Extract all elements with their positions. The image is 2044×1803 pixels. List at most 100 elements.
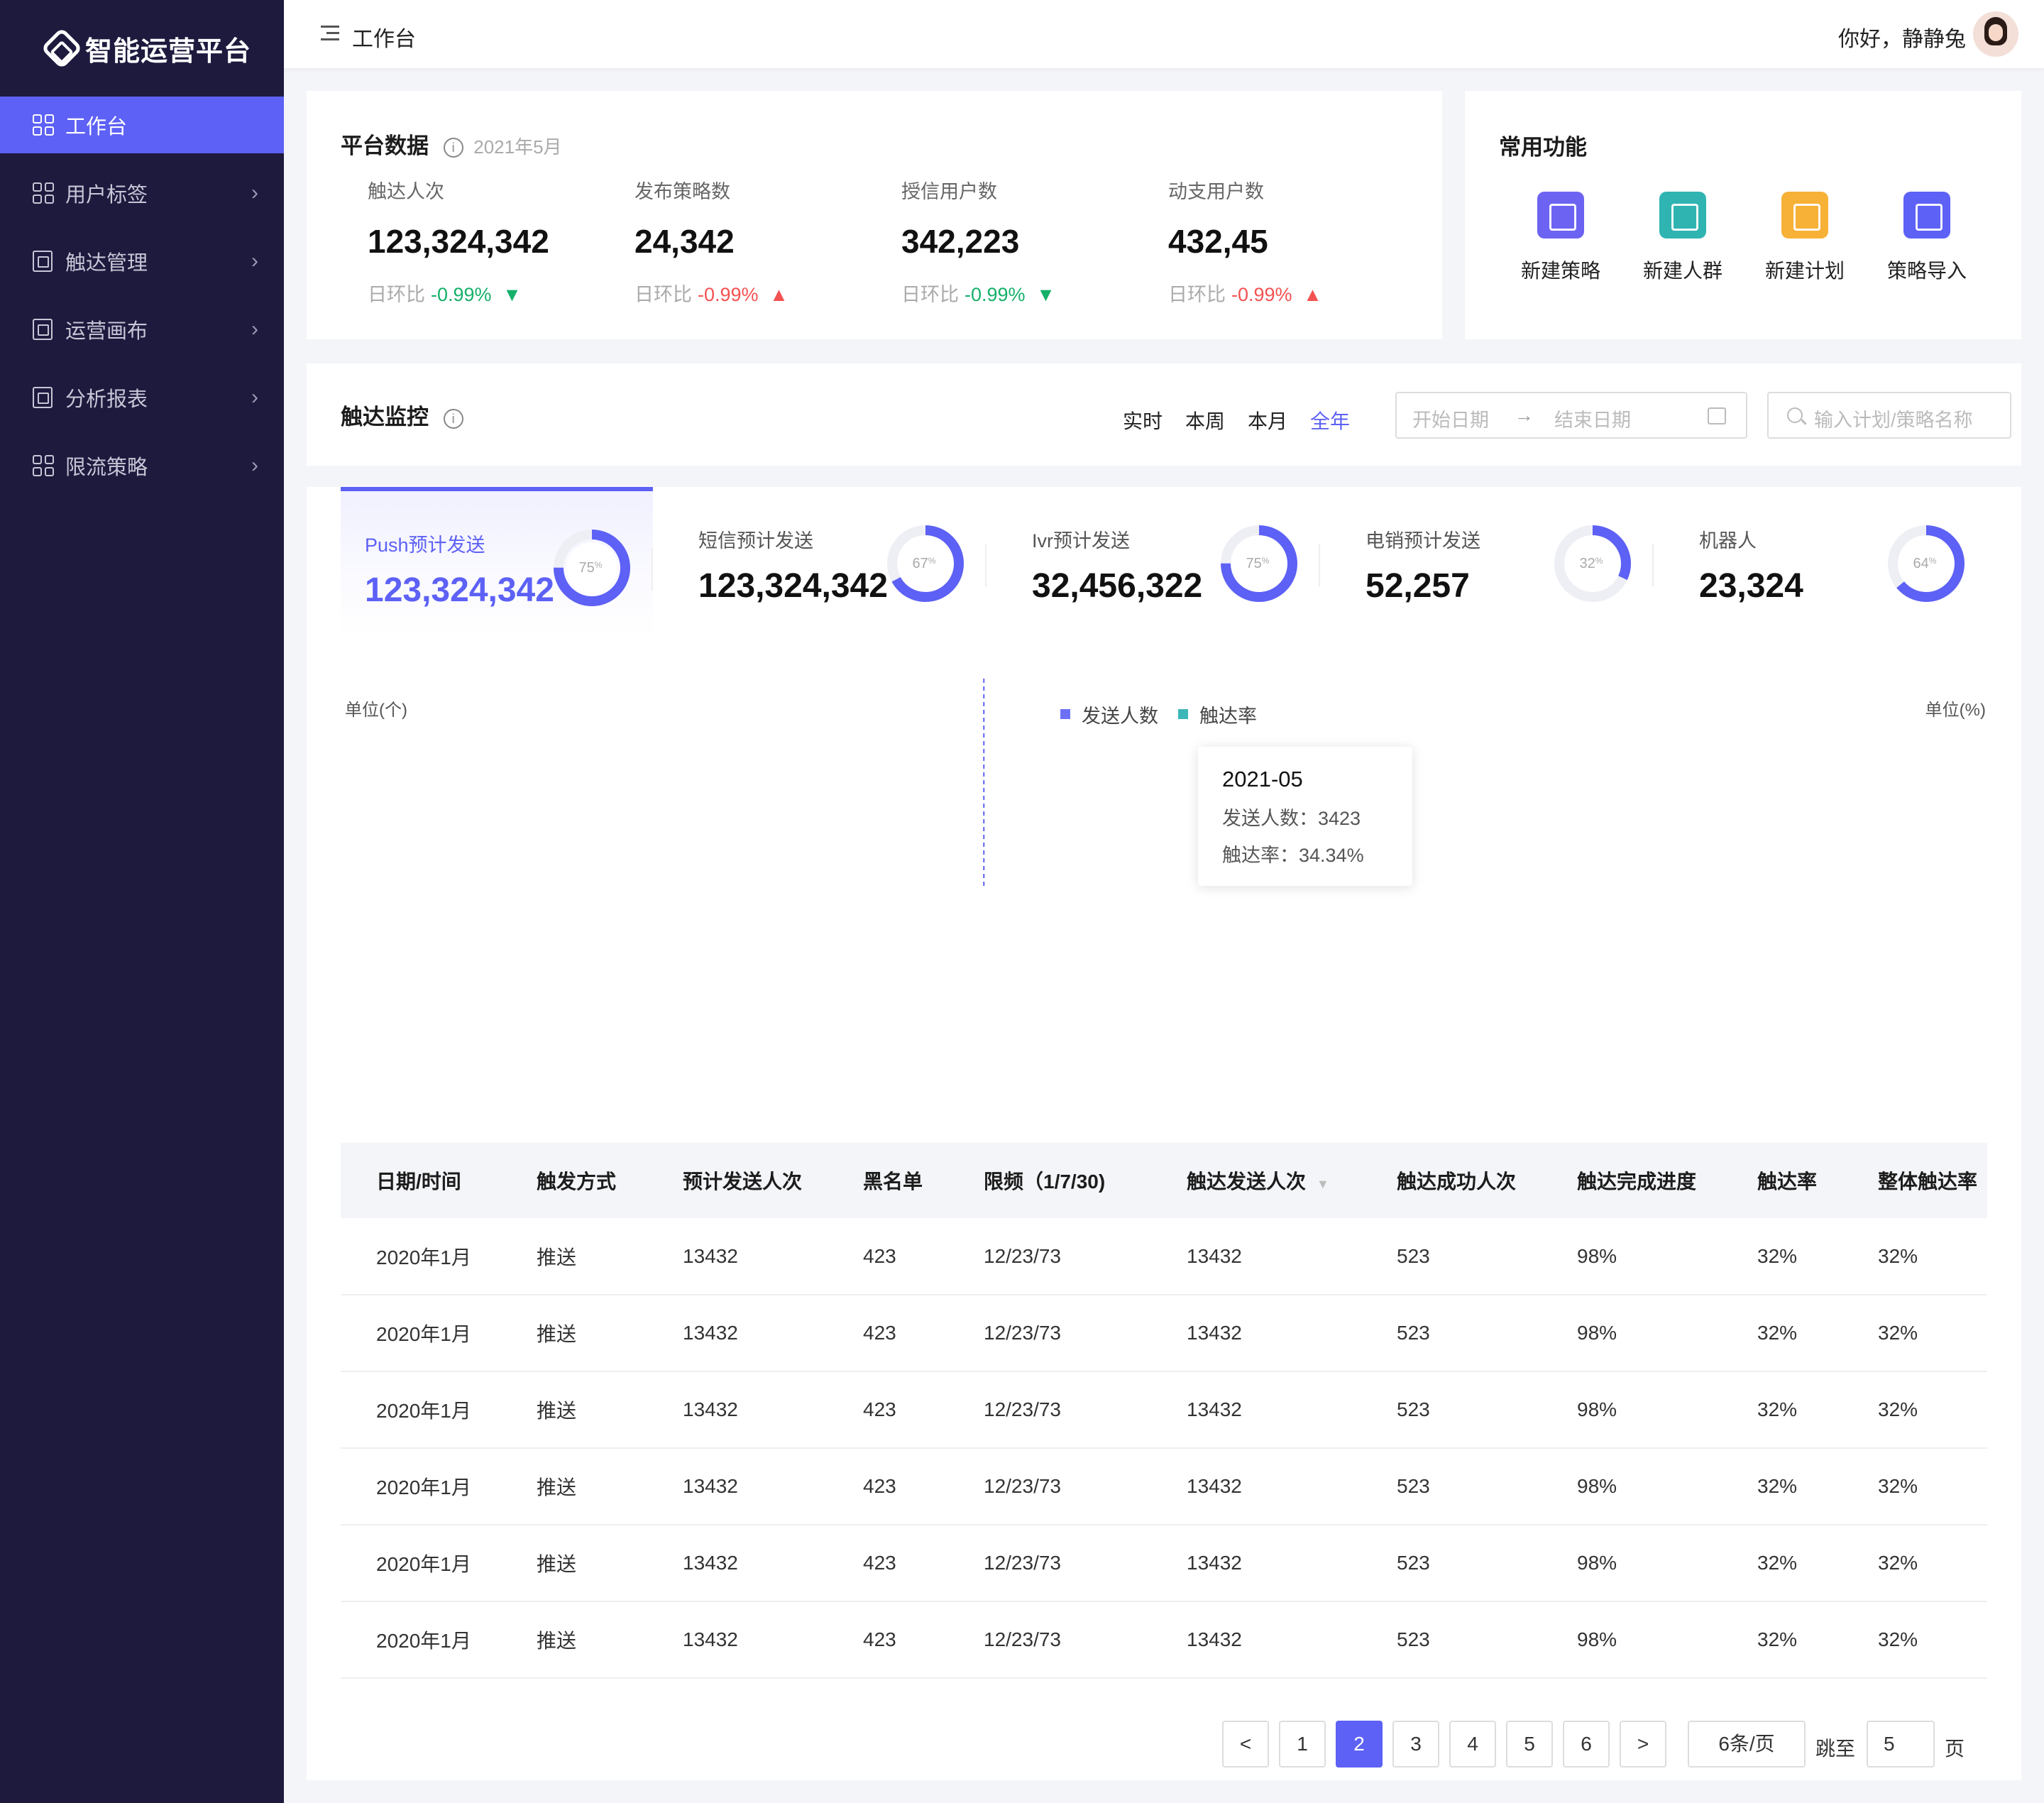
kpi-label: Push预计发送 [365, 535, 485, 556]
table-cell: 2020年1月 [341, 1295, 501, 1372]
table-header-row: 日期/时间 触发方式 预计发送人次 黑名单 限频（1/7/30) 触达发送人次 ▼ 触达成功… [341, 1143, 1987, 1218]
prev-page-button[interactable]: < [1222, 1721, 1269, 1768]
search-input[interactable]: 输入计划/策略名称 [1767, 392, 2011, 439]
quick-label: 策略导入 [1886, 260, 1967, 282]
kpi-label: 短信预计发送 [698, 530, 813, 552]
table-cell: 12/23/73 [948, 1525, 1151, 1602]
table-cell: 423 [828, 1601, 948, 1679]
tooltip-line-rate: 触达率：34.34% [1222, 845, 1364, 866]
sidebar-item-label: 触达管理 [65, 252, 148, 275]
search-icon [1787, 407, 1803, 423]
new-strategy-button[interactable]: 新建策略 [1515, 192, 1607, 284]
sidebar-item-reports[interactable]: 分析报表 › [0, 369, 284, 426]
table-cell: 32% [1722, 1525, 1842, 1602]
menu-fold-icon[interactable] [321, 26, 339, 43]
table-cell: 13432 [647, 1525, 828, 1602]
table-cell: 98% [1542, 1525, 1722, 1602]
table-cell: 423 [828, 1525, 948, 1602]
quick-label: 新建计划 [1764, 260, 1845, 282]
search-placeholder: 输入计划/策略名称 [1814, 410, 1973, 431]
info-icon[interactable]: i [443, 408, 463, 429]
info-icon[interactable]: i [443, 137, 463, 158]
kpi-telesales[interactable]: 电销预计发送 52,257 32% [1341, 487, 1654, 636]
filter-icon[interactable]: ▼ [1313, 1177, 1329, 1191]
page-button-4[interactable]: 4 [1449, 1721, 1496, 1768]
page-title: 工作台 [352, 28, 416, 51]
grid-icon [33, 455, 54, 476]
kpi-sms[interactable]: 短信预计发送 123,324,342 67% [674, 487, 987, 636]
column-header[interactable]: 触达发送人次 ▼ [1151, 1143, 1361, 1218]
sidebar-item-canvas[interactable]: 运营画布 › [0, 301, 284, 358]
stat-value: 432,45 [1168, 223, 1268, 260]
calendar-icon [1708, 407, 1726, 424]
filter-realtime[interactable]: 实时 [1123, 410, 1163, 432]
page-size-select[interactable]: 6条/页 [1688, 1721, 1806, 1768]
app-logo[interactable]: 智能运营平台 [0, 0, 284, 97]
table-cell: 98% [1542, 1601, 1722, 1679]
page-button-5[interactable]: 5 [1506, 1721, 1553, 1768]
filter-week[interactable]: 本周 [1185, 410, 1226, 432]
table-cell: 523 [1361, 1525, 1542, 1602]
kpi-push[interactable]: Push预计发送 123,324,342 75% [341, 487, 653, 636]
kpi-label: Ivr预计发送 [1032, 530, 1130, 552]
tooltip-title: 2021-05 [1222, 767, 1303, 791]
kpi-robot[interactable]: 机器人 23,324 64% [1675, 487, 1987, 636]
donut-chart: 32% [1554, 525, 1631, 602]
filter-year[interactable]: 全年 [1310, 410, 1351, 432]
end-date-field[interactable]: 结束日期 [1554, 410, 1631, 431]
chevron-right-icon: › [251, 249, 258, 273]
divider [1652, 544, 1654, 586]
tooltip-line-count: 发送人数：3423 [1222, 808, 1361, 829]
table-row: 2020年1月 推送 13432 423 12/23/73 13432 523 98% 32% 3… [341, 1218, 1987, 1295]
grid-icon [33, 114, 54, 136]
filter-month[interactable]: 本月 [1248, 410, 1288, 432]
sidebar-item-user-tags[interactable]: 用户标签 › [0, 165, 284, 221]
kpi-ivr[interactable]: Ivr预计发送 32,456,322 75% [1008, 487, 1320, 636]
new-audience-button[interactable]: 新建人群 [1637, 192, 1729, 284]
column-header: 触发方式 [501, 1143, 647, 1218]
date-range-picker[interactable]: 开始日期 → 结束日期 [1395, 392, 1747, 439]
sidebar-item-label: 工作台 [65, 116, 128, 138]
chevron-right-icon: › [251, 317, 258, 341]
page-button-1[interactable]: 1 [1279, 1721, 1326, 1768]
page-button-2[interactable]: 2 [1336, 1721, 1383, 1768]
table-cell: 13432 [647, 1448, 828, 1525]
grid-icon [33, 182, 54, 204]
sidebar-item-rate-limit[interactable]: 限流策略 › [0, 437, 284, 494]
table-cell: 423 [828, 1371, 948, 1449]
start-date-field[interactable]: 开始日期 [1412, 410, 1489, 431]
donut-chart: 75% [1221, 525, 1297, 602]
table-cell: 32% [1842, 1525, 1987, 1602]
chevron-right-icon: › [251, 454, 258, 477]
table-cell: 推送 [501, 1601, 647, 1679]
column-header: 日期/时间 [341, 1143, 501, 1218]
sidebar-item-reach-management[interactable]: 触达管理 › [0, 233, 284, 290]
new-plan-button[interactable]: 新建计划 [1759, 192, 1851, 284]
sidebar-item-label: 用户标签 [65, 184, 148, 207]
table-cell: 推送 [501, 1218, 647, 1295]
table-cell: 98% [1542, 1448, 1722, 1525]
jump-input[interactable]: 5 [1867, 1721, 1935, 1768]
calendar-icon [1781, 192, 1828, 239]
page-button-3[interactable]: 3 [1392, 1721, 1439, 1768]
page-button-6[interactable]: 6 [1563, 1721, 1610, 1768]
table-cell: 12/23/73 [948, 1448, 1151, 1525]
quick-functions-card: 常用功能 新建策略 新建人群 新建计划 策略导入 [1465, 91, 2021, 339]
avatar[interactable] [1973, 11, 2018, 57]
column-header: 限频（1/7/30) [948, 1143, 1151, 1218]
import-strategy-button[interactable]: 策略导入 [1881, 192, 1973, 284]
people-icon [1659, 192, 1706, 239]
divider [652, 548, 653, 591]
sidebar-item-workbench[interactable]: 工作台 [0, 97, 284, 153]
tooltip-box [1198, 747, 1412, 886]
table-cell: 32% [1722, 1601, 1842, 1679]
table-cell: 32% [1722, 1371, 1842, 1449]
legend-swatch-line [1178, 709, 1188, 719]
stat-credit-users: 授信用户数 342,223 日环比 -0.99% ▼ [901, 176, 1136, 307]
stat-compare: 日环比 -0.99% ▲ [634, 284, 789, 305]
stat-compare: 日环比 -0.99% ▼ [901, 284, 1055, 305]
next-page-button[interactable]: > [1620, 1721, 1666, 1768]
monitor-body: Push预计发送 123,324,342 75% 短信预计发送 123,324,342 6… [307, 406, 2021, 1780]
table-cell: 2020年1月 [341, 1525, 501, 1602]
arrow-down-icon: ▼ [1036, 284, 1055, 305]
